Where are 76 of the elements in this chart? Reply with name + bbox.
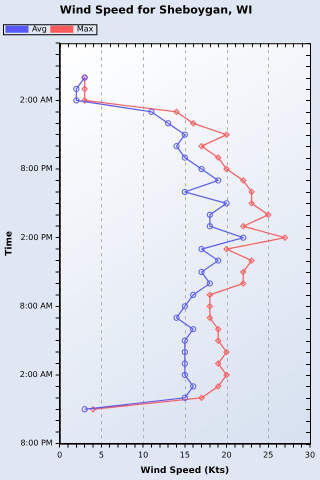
point [215,257,222,264]
point [173,314,180,321]
point [215,383,222,390]
point [223,348,230,356]
x-tick-label: 0 [57,450,62,460]
legend-label: Avg [32,24,47,34]
point [182,360,188,367]
point [173,108,180,115]
y-tick-label: 8:00 PM [20,438,53,448]
point [206,280,213,287]
point [198,394,205,401]
point [206,314,213,321]
point [215,154,222,161]
point [73,86,80,92]
point [182,372,188,378]
point [165,120,172,126]
x-axis-title: Wind Speed (Kts) [140,466,230,476]
point [240,268,246,276]
legend-label: Max [76,24,94,34]
point [182,154,188,161]
point [182,338,188,344]
point [215,338,222,344]
point [223,372,230,378]
point [73,97,80,104]
point [215,360,222,367]
point [248,257,255,264]
point [206,292,213,298]
x-tick-label: 25 [263,450,274,460]
y-axis-title: Time [4,231,15,256]
point [198,246,205,252]
point [240,223,246,230]
point [182,303,188,310]
point [248,200,255,206]
y-tick-label: 8:00 AM [20,301,53,310]
point [282,234,288,241]
y-tick-label: 8:00 PM [20,164,53,174]
x-tick-label: 15 [180,450,190,460]
y-tick-label: 2:00 PM [20,232,53,242]
point [223,132,230,138]
point [198,166,205,172]
point [223,200,230,206]
point [223,246,230,252]
point [265,212,272,218]
x-tick-label: 20 [221,450,232,460]
point [198,268,205,276]
point [215,326,222,332]
point [240,177,246,184]
point [223,166,230,172]
point [190,326,196,332]
point [182,132,188,138]
point [206,303,213,310]
point [148,108,155,115]
point [82,86,88,92]
x-tick-label: 30 [304,450,316,460]
x-tick-label: 5 [98,450,104,460]
point [206,212,213,218]
point [82,406,88,412]
point [206,223,213,230]
point [173,143,180,150]
point [190,383,196,390]
point [198,143,205,150]
point [248,188,255,196]
point [182,394,188,401]
point [190,120,196,126]
point [182,188,188,196]
point [190,292,196,298]
point [240,280,246,287]
y-tick-label: 2:00 AM [20,95,53,104]
point [82,97,88,104]
x-tick-label: 10 [138,450,148,460]
point [90,406,96,412]
point [240,234,246,241]
y-tick-label: 2:00 AM [20,370,53,380]
point [182,348,188,356]
chart-title: Wind Speed for Sheboygan, WI [60,3,252,16]
point [215,177,222,184]
